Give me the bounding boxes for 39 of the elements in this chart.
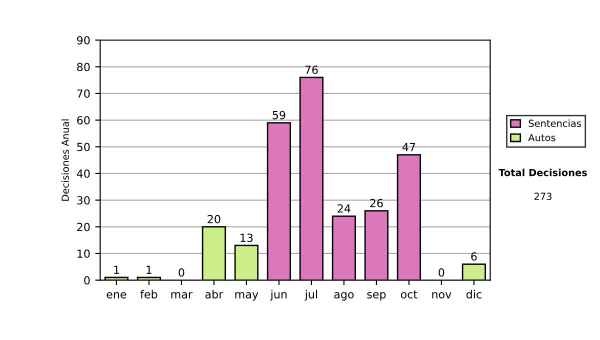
y-tick-label: 40 (76, 169, 90, 178)
y-tick-label: 0 (84, 276, 90, 285)
x-tick-label: nov (432, 292, 452, 298)
y-tick-label: 10 (78, 249, 90, 258)
text: Total Decisiones (498, 168, 587, 176)
data-label: 0 (438, 268, 444, 277)
y-tick-label: 80 (77, 62, 90, 72)
data-label: 47 (402, 143, 416, 152)
legend-label: Autos (528, 134, 556, 142)
x-tick-label: ago (334, 292, 354, 301)
data-label: 24 (338, 204, 350, 213)
y-tick-label: 50 (77, 142, 90, 152)
x-tick-label: feb (140, 290, 158, 298)
data-label: 20 (208, 214, 220, 224)
y-tick-label: 60 (77, 116, 90, 125)
x-tick-label: jul (304, 290, 318, 301)
data-label: 0 (178, 268, 184, 277)
data-label: 76 (305, 66, 318, 74)
data-label: 26 (370, 198, 383, 208)
y-axis-title: Decisiones Anual (61, 119, 69, 201)
data-label: 1 (114, 266, 119, 274)
x-tick-label: ene (106, 292, 126, 298)
x-tick-label: may (235, 292, 258, 301)
x-tick-label: mar (171, 292, 193, 298)
y-tick-label: 30 (77, 196, 90, 205)
x-tick-label: sep (367, 292, 386, 301)
data-label: 1 (146, 266, 152, 274)
legend-label: Sentencias (528, 119, 582, 128)
x-tick-label: oct (400, 290, 418, 298)
x-tick-label: jun (270, 290, 287, 301)
data-label: 59 (272, 110, 286, 120)
y-tick-label: 90 (77, 36, 90, 44)
y-tick-label: 70 (77, 89, 90, 98)
x-tick-label: dic (466, 290, 482, 298)
data-label: 13 (240, 234, 253, 242)
text: 273 (534, 192, 552, 200)
x-tick-label: abr (205, 290, 224, 298)
y-tick-label: 20 (77, 222, 90, 232)
data-label: 6 (471, 252, 477, 261)
